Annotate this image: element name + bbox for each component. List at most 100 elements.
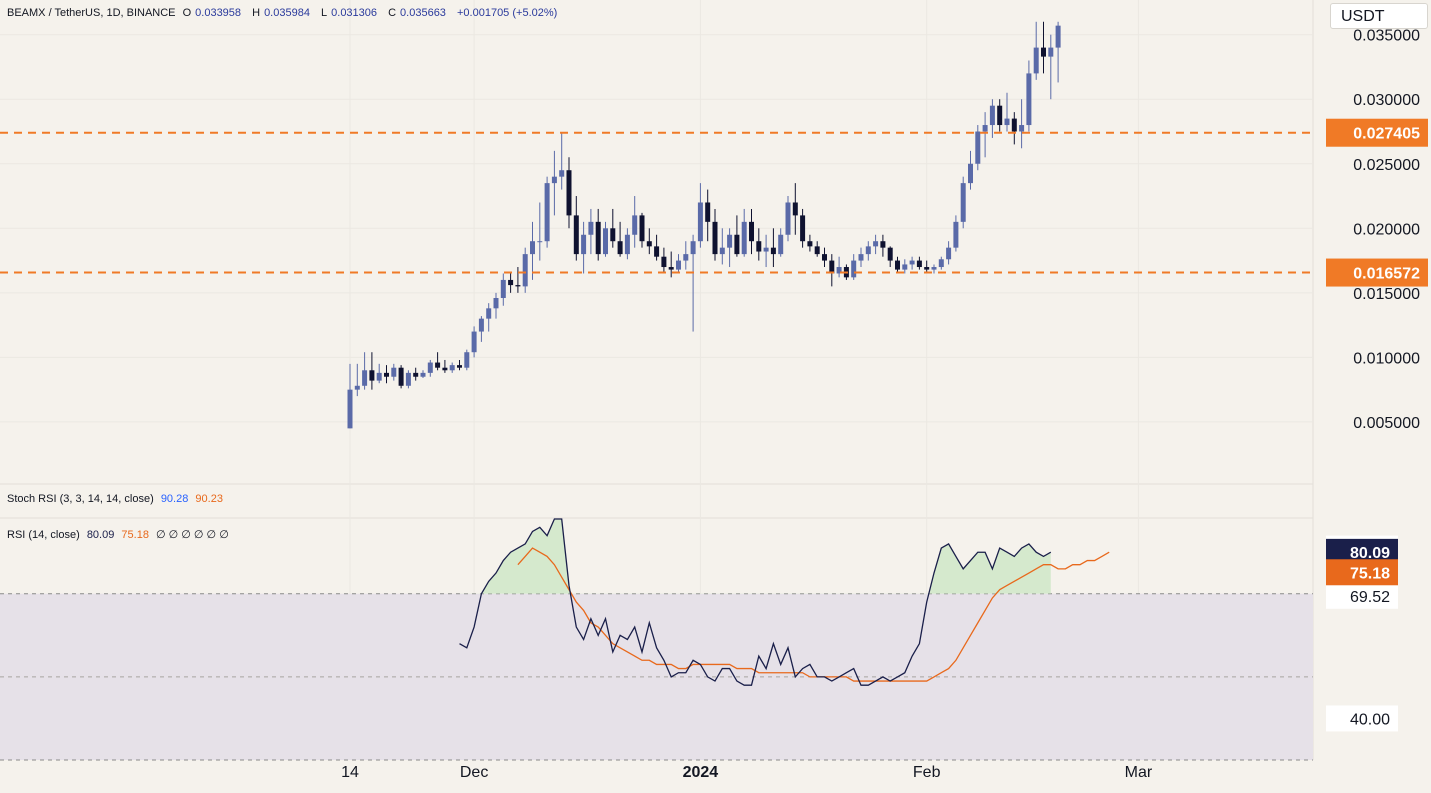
rsi-tick-label: 69.52 — [1350, 589, 1390, 606]
candle-body — [763, 247, 769, 252]
stoch-rsi-label: Stoch RSI (3, 3, 14, 14, close) — [7, 493, 154, 505]
candle-body — [895, 260, 900, 270]
candle-body — [646, 241, 652, 247]
candle-body — [946, 247, 952, 260]
candle-body — [405, 372, 411, 386]
candle-body — [676, 260, 681, 270]
price-axis[interactable]: 0.035000 0.030000 0.025000 0.020000 0.015000… — [1326, 28, 1420, 732]
rsi-current-label: 80.09 — [1350, 545, 1390, 562]
candle-body — [464, 352, 470, 368]
candle-body — [741, 221, 747, 255]
stoch-rsi-k: 90.28 — [160, 493, 189, 505]
close-value: C 0.035663 — [388, 7, 450, 19]
candle-body — [530, 241, 535, 255]
candle-body — [347, 389, 353, 429]
price-level-tag[interactable] — [1326, 118, 1428, 147]
time-axis[interactable]: 14 Dec 2024 Feb Mar — [341, 764, 1153, 781]
candle-body — [493, 298, 499, 309]
candle-body — [683, 254, 689, 261]
candle-body — [617, 241, 623, 255]
candle-body — [500, 279, 506, 299]
candle-body — [982, 125, 988, 132]
high-value: H 0.035984 — [252, 7, 314, 19]
rsi-tick-label: 40.00 — [1350, 711, 1390, 728]
candle-body — [902, 264, 908, 270]
low-number: 0.031306 — [331, 7, 378, 19]
candle-body — [938, 259, 944, 268]
candle-body — [581, 234, 587, 255]
horizontal-levels[interactable]: 0.027405 0.016572 — [0, 118, 1428, 287]
candle-body — [792, 202, 798, 216]
candle-body — [931, 267, 937, 270]
rsi-tick-bg — [1326, 705, 1398, 732]
time-tick-label: Dec — [460, 764, 488, 781]
candle-body — [719, 247, 725, 255]
candle-body — [916, 260, 922, 268]
candle-body — [435, 362, 441, 368]
candle-body — [544, 183, 550, 242]
candle-body — [624, 234, 630, 255]
symbol-title[interactable]: BEAMX / TetherUS, 1D, BINANCE — [7, 7, 176, 19]
candle-body — [807, 241, 813, 247]
candle-body — [712, 221, 718, 255]
change-value: +0.001705 (+5.02%) — [457, 7, 558, 19]
candle-body — [376, 372, 382, 381]
price-level-tag[interactable] — [1326, 258, 1428, 287]
candle-body — [515, 285, 521, 287]
candlestick-series — [347, 21, 1061, 429]
candle-body — [508, 279, 514, 286]
candle-body — [413, 372, 419, 377]
price-tick-label: 0.010000 — [1353, 350, 1420, 367]
stoch-rsi-legend[interactable]: Stoch RSI (3, 3, 14, 14, close) 90.28 90… — [7, 493, 227, 505]
candle-body — [668, 267, 674, 270]
high-label: H — [252, 7, 261, 19]
price-level-label: 0.016572 — [1353, 266, 1420, 283]
candle-body — [369, 370, 375, 381]
high-number: 0.035984 — [264, 7, 310, 19]
time-tick-label: Feb — [913, 764, 941, 781]
close-number: 0.035663 — [400, 7, 446, 19]
candle-body — [478, 318, 484, 332]
candle-body — [639, 215, 645, 242]
rsi-pane — [0, 518, 1313, 761]
open-label: O — [182, 7, 192, 19]
candle-body — [486, 308, 492, 319]
candle-body — [384, 372, 389, 377]
candle-body — [960, 183, 966, 222]
rsi-ma-value: 75.18 — [121, 529, 149, 541]
rsi-legend[interactable]: RSI (14, close) 80.09 75.18 ∅ ∅ ∅ ∅ ∅ ∅ — [7, 528, 233, 541]
candle-body — [953, 221, 959, 248]
candle-body — [909, 260, 915, 265]
rsi-ma-tag[interactable] — [1326, 559, 1398, 586]
price-tick-label: 0.030000 — [1353, 92, 1420, 109]
candle-body — [354, 385, 360, 390]
candle-body — [756, 241, 762, 252]
candle-body — [1055, 25, 1061, 48]
close-label: C — [388, 7, 397, 19]
candle-body — [391, 367, 397, 377]
candle-body — [566, 170, 572, 216]
candle-body — [537, 241, 543, 243]
rsi-overbought-fill — [459, 519, 1051, 594]
candle-body — [727, 234, 733, 248]
candle-body — [705, 202, 711, 222]
candle-body — [1026, 73, 1032, 126]
candle-body — [989, 105, 995, 126]
candle-body — [822, 254, 827, 261]
rsi-label: RSI (14, close) — [7, 529, 80, 541]
low-label: L — [321, 7, 328, 19]
candle-body — [654, 246, 660, 257]
low-value: L 0.031306 — [321, 7, 381, 19]
grid-lines — [0, 0, 1314, 760]
candle-body — [924, 267, 930, 270]
currency-selector[interactable]: USDT — [1330, 3, 1428, 29]
candle-body — [836, 267, 842, 274]
rsi-ma-line — [517, 547, 1110, 682]
candle-body — [975, 131, 981, 164]
candle-body — [559, 170, 565, 177]
price-tick-label: 0.035000 — [1353, 28, 1420, 45]
candle-body — [887, 247, 893, 261]
candle-body — [610, 228, 616, 242]
time-tick-label: 2024 — [683, 764, 719, 781]
